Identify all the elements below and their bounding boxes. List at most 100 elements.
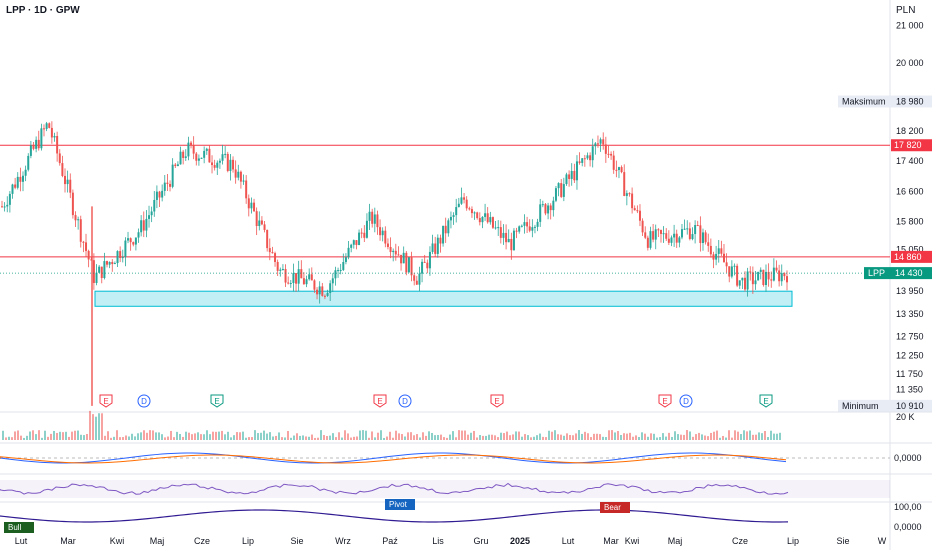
candle-body [694,225,697,235]
volume-bar [8,436,10,440]
candle-body [502,232,505,238]
last-price-value: 14 430 [895,268,923,278]
candle-body [688,228,691,240]
volume-bar [323,435,325,440]
volume-bar [704,435,706,440]
volume-bar [608,430,610,440]
event-label: E [103,397,108,406]
candle-body [92,260,95,283]
volume-bar [392,437,394,440]
candle-body [759,269,762,272]
y-tick-label: 21 000 [896,20,924,30]
candle-body [192,144,195,154]
candle-body [468,208,471,210]
volume-bar [731,437,733,440]
candle-body [58,153,61,164]
volume-bar [500,432,502,440]
candle-body [402,252,405,264]
candle-body [121,257,124,259]
volume-bar [314,437,316,440]
volume-bar [440,434,442,440]
candle-body [421,261,424,274]
candle-body [757,271,760,281]
volume-bar [644,433,646,440]
macd-line [0,452,787,464]
x-tick-label: Mar [603,536,619,546]
volume-bar [482,435,484,440]
volume-bar [572,435,574,440]
volume-bar [146,432,148,440]
volume-bar [293,435,295,440]
candle-body [247,198,250,209]
candle-body [82,241,85,243]
candle-body [40,128,43,149]
volume-bar [749,430,751,440]
y-tick-label: 13 350 [896,309,924,319]
candle-body [316,289,319,295]
candle-body [617,167,620,171]
volume-bar [335,437,337,440]
event-label: D [402,397,408,406]
candle-body [533,226,536,228]
volume-bar [494,435,496,440]
volume-bar [95,416,97,440]
candle-body [447,220,450,234]
volume-bar [269,432,271,440]
candle-body [520,225,523,227]
volume-bar [434,435,436,440]
volume-bar [338,432,340,440]
volume-bar [695,434,697,440]
volume-bar [614,432,616,440]
volume-bar [758,432,760,440]
momentum-axis-label: 100,00 [894,502,922,512]
volume-bar [551,431,553,440]
volume-bar [305,436,307,440]
volume-bar [428,431,430,440]
candle-body [463,197,466,200]
volume-bar [773,433,775,440]
candle-body [767,271,770,280]
volume-bar [665,436,667,440]
event-label: D [141,397,147,406]
support-zone [94,290,793,307]
candle-body [730,266,733,277]
candle-body [418,273,421,285]
volume-bar [554,430,556,440]
volume-bar [23,437,25,440]
candle-body [733,265,736,267]
volume-bar [659,437,661,440]
candle-body [691,234,694,240]
candle-body [751,272,754,285]
candle-body [71,192,74,216]
volume-bar [104,435,106,440]
volume-bar [716,430,718,440]
candle-body [749,271,752,273]
volume-bar [296,433,298,440]
volume-bar [641,432,643,440]
candle-body [536,221,539,227]
volume-bar [125,435,127,440]
volume-bar [317,437,319,440]
volume-bar [377,432,379,440]
volume-bar [491,434,493,440]
volume-bar [737,431,739,440]
volume-bar [725,437,727,440]
volume-bar [533,436,535,440]
volume-bar [515,431,517,440]
volume-bar [521,436,523,440]
volume-bar [605,437,607,440]
candle-body [274,253,277,262]
candle-body [129,238,132,243]
x-tick-label: Cze [194,536,210,546]
x-tick-label: Sie [290,536,303,546]
volume-bar [467,434,469,440]
volume-bar [458,430,460,440]
candle-body [539,204,542,222]
candle-body [208,148,211,163]
volume-bar [113,436,115,440]
volume-bar [5,437,7,440]
volume-bar [686,430,688,440]
volume-bar [386,436,388,440]
volume-bar [206,430,208,440]
